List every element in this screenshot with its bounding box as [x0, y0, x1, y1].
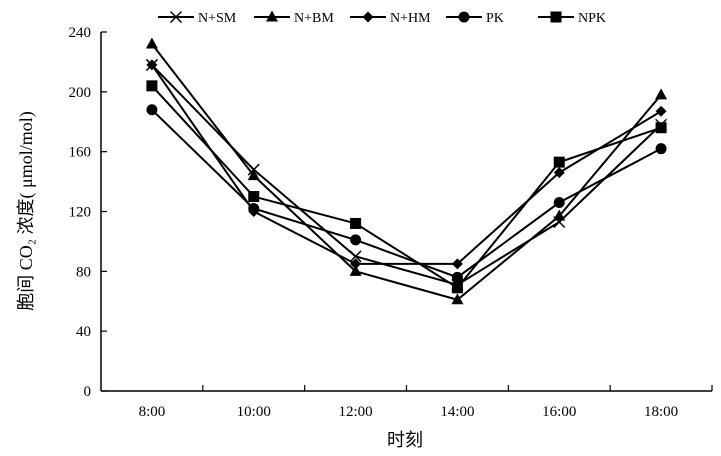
series-n-bm: [145, 37, 668, 305]
series-line: [151, 109, 662, 279]
triangle-marker: [451, 293, 464, 305]
y-tick-label: 240: [69, 25, 92, 41]
triangle-marker: [349, 264, 362, 276]
axes: 0 40 80 120 160 200 240 8:00 10:00 12:00 14:00 16:0…: [69, 25, 713, 420]
diamond-marker: [350, 258, 362, 270]
x-marker-stroke: [169, 10, 183, 24]
legend-label: PK: [486, 11, 504, 26]
triangle-marker: [247, 169, 260, 181]
square-marker: [350, 217, 362, 229]
square-marker: [553, 156, 565, 168]
x-tick-label: 18:00: [644, 404, 678, 420]
series-pk: [146, 104, 667, 283]
x-tick-label: 12:00: [338, 404, 372, 420]
series-n-hm: [146, 59, 667, 270]
circle-marker: [553, 197, 565, 209]
x-marker: [349, 250, 362, 263]
legend-item: NPK: [538, 11, 606, 26]
y-tick-label: 200: [69, 85, 92, 101]
diamond-marker: [553, 167, 565, 179]
series-npk: [146, 80, 667, 294]
circle-marker: [458, 11, 470, 23]
diamond-marker: [362, 11, 374, 23]
circle-marker: [146, 104, 158, 116]
triangle-marker: [266, 10, 278, 22]
y-tick-label: 0: [84, 384, 92, 400]
triangle-marker: [655, 88, 668, 100]
square-marker: [248, 191, 260, 203]
square-marker: [146, 80, 158, 92]
legend-label: NPK: [578, 11, 606, 26]
legend-label: N+HM: [390, 11, 431, 26]
y-axis-label: 胞间 CO₂ 浓度( μmol/mol): [16, 111, 37, 310]
x-tick-label: 8:00: [139, 404, 166, 420]
series-group: [145, 37, 668, 305]
series-line: [151, 85, 662, 290]
legend-label: N+SM: [198, 11, 237, 26]
circle-marker: [655, 143, 667, 155]
diamond-marker: [655, 105, 667, 117]
series-line: [151, 64, 662, 265]
legend: N+SM N+BM N+HM PK NPK: [158, 10, 606, 26]
legend-item: PK: [446, 11, 504, 26]
square-marker: [655, 122, 667, 134]
legend-item: N+HM: [350, 11, 431, 26]
circle-marker: [451, 271, 463, 283]
x-marker-stroke: [349, 250, 362, 263]
y-tick-label: 80: [76, 264, 91, 280]
triangle-marker: [553, 209, 566, 221]
square-marker: [550, 11, 562, 23]
x-marker: [169, 10, 183, 24]
x-tick-label: 14:00: [440, 404, 474, 420]
triangle-marker: [145, 37, 158, 49]
diamond-marker: [451, 258, 463, 270]
legend-label: N+BM: [294, 11, 334, 26]
y-tick-label: 120: [69, 205, 92, 221]
series-line: [151, 43, 662, 301]
circle-marker: [248, 203, 260, 215]
legend-item: N+SM: [158, 10, 237, 26]
diamond-marker: [146, 59, 158, 71]
x-axis-label: 时刻: [387, 430, 423, 450]
y-tick-label: 160: [69, 145, 92, 161]
square-marker: [451, 282, 463, 294]
x-tick-label: 16:00: [542, 404, 576, 420]
circle-marker: [350, 234, 362, 246]
legend-item: N+BM: [254, 10, 334, 26]
y-tick-label: 40: [76, 324, 91, 340]
x-tick-label: 10:00: [237, 404, 271, 420]
